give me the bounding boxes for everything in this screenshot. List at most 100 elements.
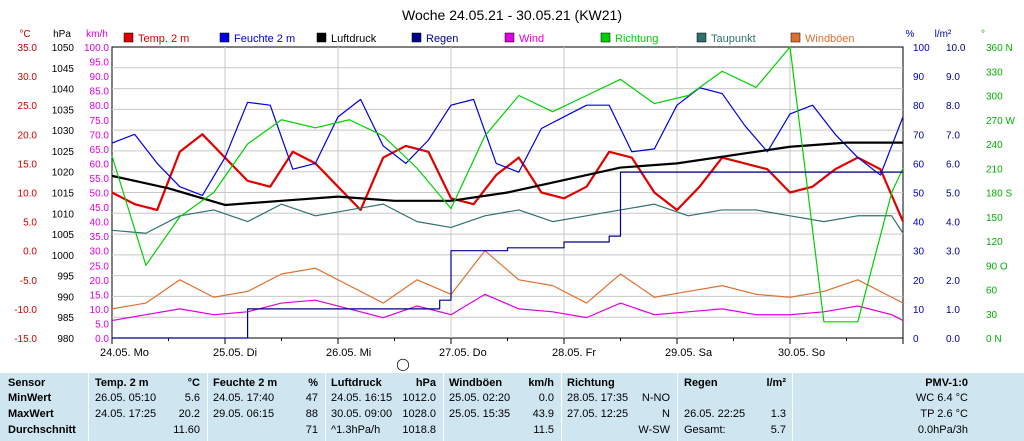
left-tick-label: 50.0 (90, 189, 110, 200)
avg-wind-val: 11.5 (533, 424, 554, 436)
series-line (111, 141, 903, 207)
x-tick-label: 25.05. Di (213, 347, 257, 359)
left-axes: 35.0 30.0 25.0 20.0 15.0 10.0 5.0 0.0 -5.0 -10.0 -… (14, 43, 109, 345)
header-richtung: Richtung (567, 377, 615, 389)
avg-temp-val: 11.60 (173, 424, 200, 436)
legend-swatch (219, 32, 230, 43)
right-tick-label: 270 W (986, 116, 1015, 127)
left-tick-label: 20.0 (18, 130, 38, 141)
left-tick-label: 1010 (52, 209, 75, 220)
left-tick-label: 5.0 (95, 319, 109, 330)
right-tick-label: 9.0 (946, 72, 960, 83)
right-tick-label: 10.0 (946, 43, 966, 54)
legend-label: Taupunkt (711, 33, 756, 45)
legend-swatch (504, 32, 515, 43)
header-wind-unit: km/h (528, 377, 554, 389)
left-tick-label: 35.0 (18, 43, 38, 54)
left-tick-label: 1000 (52, 251, 75, 262)
min-temp-val: 5.6 (184, 392, 200, 404)
left-tick-label: 100.0 (84, 43, 109, 54)
x-tick-label: 29.05. Sa (665, 347, 713, 359)
header-temp-unit: °C (187, 377, 200, 389)
header-pmv: PMV-1:0 (925, 377, 968, 389)
right-axis-unit: l/m² (935, 29, 952, 40)
legend-label: Feuchte 2 m (234, 33, 295, 45)
header-sensor: Sensor (8, 377, 46, 389)
pmv-trend: 0.0hPa/3h (917, 424, 968, 436)
left-tick-label: 30.0 (90, 247, 110, 258)
left-tick-label: 20.0 (90, 276, 110, 287)
right-tick-label: 60 (913, 159, 925, 170)
x-tick-label: 26.05. Mi (326, 347, 371, 359)
left-axis-unit: °C (19, 29, 30, 40)
pmv-wc: WC 6.4 °C (915, 392, 968, 404)
left-tick-label: 25.0 (18, 101, 38, 112)
max-feuchte-val: 88 (305, 408, 318, 420)
legend-label: Temp. 2 m (138, 33, 189, 45)
header-luft-unit: hPa (415, 377, 436, 389)
row-label-avg: Durchschnitt (8, 424, 76, 436)
left-tick-label: 15.0 (90, 290, 110, 301)
right-axis-unit: ° (981, 29, 985, 40)
avg-luft-val: 1018.8 (402, 424, 436, 436)
max-regen-time: 26.05. 22:25 (684, 408, 746, 420)
legend-swatch (316, 32, 327, 43)
min-richtung-time: 28.05. 17:35 (567, 392, 629, 404)
x-tick-label: 27.05. Do (439, 347, 487, 359)
right-axes: 100908070605040302010010.09.08.07.06.05.… (913, 43, 1015, 345)
right-tick-label: 120 (986, 237, 1003, 248)
left-tick-label: 0.0 (95, 334, 109, 345)
min-richtung-val: N-NO (641, 392, 670, 404)
series-line (111, 87, 904, 197)
x-tick-label: 30.05. So (778, 347, 825, 359)
left-axis-units: °C hPa km/h (19, 29, 107, 40)
legend-label: Windböen (805, 33, 855, 45)
right-tick-label: 50 (913, 189, 925, 200)
series-lines (111, 46, 905, 339)
legend-swatch (123, 32, 134, 43)
left-tick-label: 1035 (52, 105, 75, 116)
right-tick-label: 40 (913, 218, 925, 229)
left-tick-label: 25.0 (90, 261, 110, 272)
left-tick-label: 40.0 (90, 218, 110, 229)
max-richtung-val: N (662, 408, 670, 420)
avg-richtung-val: W-SW (638, 424, 670, 436)
max-temp-time: 24.05. 17:25 (95, 408, 157, 420)
header-regen-unit: l/m² (766, 377, 786, 389)
left-tick-label: 35.0 (90, 232, 110, 243)
right-tick-label: 60 (986, 286, 998, 297)
header-regen: Regen (684, 377, 718, 389)
left-tick-label: -10.0 (14, 305, 37, 316)
left-tick-label: 0.0 (23, 247, 37, 258)
right-tick-label: 20 (913, 276, 925, 287)
max-luft-val: 1028.0 (402, 408, 436, 420)
legend-swatch (600, 32, 611, 43)
x-axis-labels: 24.05. Mo 25.05. Di 26.05. Mi 27.05. Do 28.0… (100, 347, 825, 359)
right-tick-label: 360 N (986, 43, 1013, 54)
left-tick-label: 10.0 (18, 189, 38, 200)
left-tick-label: 80.0 (90, 101, 110, 112)
right-tick-label: 2.0 (946, 276, 960, 287)
left-tick-label: 985 (57, 313, 74, 324)
left-tick-label: 995 (57, 272, 74, 283)
right-tick-label: 210 (986, 164, 1003, 175)
right-tick-label: 70 (913, 130, 925, 141)
right-tick-label: 10 (913, 305, 925, 316)
legend: Temp. 2 m Feuchte 2 m Luftdruck Regen Wind Ri… (123, 32, 855, 45)
header-feuchte-unit: % (308, 377, 318, 389)
left-tick-label: 990 (57, 292, 74, 303)
left-tick-label: -15.0 (14, 334, 37, 345)
right-tick-label: 300 (986, 92, 1003, 103)
left-tick-label: 5.0 (23, 218, 37, 229)
right-tick-label: 240 (986, 140, 1003, 151)
min-wind-val: 0.0 (538, 392, 554, 404)
x-tick-label: 24.05. Mo (100, 347, 149, 359)
right-tick-label: 90 (913, 72, 925, 83)
series-line (111, 133, 905, 223)
legend-swatch (411, 32, 422, 43)
row-label-max: MaxWert (8, 408, 54, 420)
left-tick-label: 95.0 (90, 58, 110, 69)
right-tick-label: 30 (913, 247, 925, 258)
legend-label: Regen (426, 33, 458, 45)
left-tick-label: 1030 (52, 126, 75, 137)
